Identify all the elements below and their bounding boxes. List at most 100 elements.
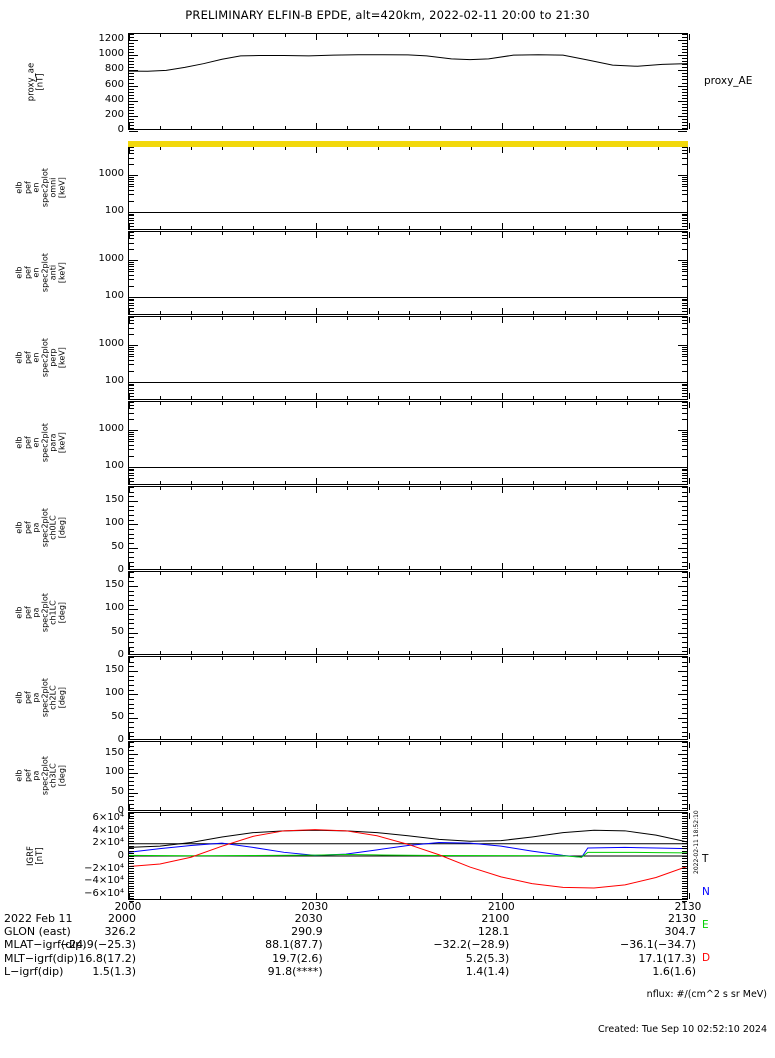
xtick-minor xyxy=(378,226,379,229)
ytick-minor xyxy=(682,328,687,329)
ytick-label: 50 xyxy=(111,540,124,552)
xtick-minor xyxy=(565,566,566,569)
panel-en-omni[interactable] xyxy=(128,146,690,232)
xtick-minor xyxy=(378,34,379,37)
ytick-minor xyxy=(682,481,687,482)
xtick-major xyxy=(502,487,503,493)
ytick-minor xyxy=(129,557,134,558)
ytick-minor xyxy=(682,49,687,50)
xtick-minor xyxy=(471,736,472,739)
xtick-major xyxy=(129,308,130,314)
ytick-minor xyxy=(682,666,687,667)
ytick-minor xyxy=(129,475,134,476)
ytick-minor xyxy=(682,390,687,391)
xtick-major xyxy=(316,147,317,153)
xtick-minor xyxy=(627,126,628,129)
footer-cell: 1.5(1.3) xyxy=(92,964,136,978)
ytick-minor xyxy=(682,680,687,681)
panel-pa-ch3lc[interactable] xyxy=(128,741,690,813)
ytick-minor xyxy=(682,478,687,479)
panel-en-perp[interactable] xyxy=(128,316,690,402)
panel-igrf[interactable] xyxy=(128,812,690,902)
ytick-minor xyxy=(129,808,134,809)
ytick-minor xyxy=(129,125,134,126)
xtick-minor xyxy=(533,813,534,816)
ytick-minor xyxy=(682,371,687,372)
ytick-minor xyxy=(682,158,687,159)
ytick-minor xyxy=(129,184,134,185)
ytick-label: 100 xyxy=(104,766,124,778)
xtick-minor xyxy=(253,487,254,490)
ytick-label: 1000 xyxy=(98,253,124,265)
ytick-minor xyxy=(682,591,687,592)
ytick-minor xyxy=(129,226,134,227)
ytick-minor xyxy=(129,223,134,224)
ytick-minor xyxy=(682,275,687,276)
ytick-minor xyxy=(129,831,134,832)
ytick-minor xyxy=(682,405,687,406)
panel-rule xyxy=(129,297,687,298)
ytick-minor xyxy=(129,886,134,887)
panel-pa-ch0lc[interactable] xyxy=(128,486,690,572)
ytick-minor xyxy=(682,469,687,470)
ytick-minor xyxy=(129,481,134,482)
ytick-minor xyxy=(682,487,687,488)
ytick-label: 2×10⁴ xyxy=(92,837,124,849)
xtick-minor xyxy=(191,311,192,314)
xtick-minor xyxy=(533,232,534,235)
xtick-minor xyxy=(658,572,659,575)
xtick-minor xyxy=(533,651,534,654)
footer-row: MLT−igrf(dip) 16.8(17.2) 19.7(2.6) 5.2(5.3)… xyxy=(0,952,775,965)
panel-pa-ch1lc[interactable] xyxy=(128,571,690,657)
ytick-minor xyxy=(129,150,134,151)
ytick-minor xyxy=(129,676,134,677)
ytick-label: 150 xyxy=(104,579,124,590)
ytick-minor xyxy=(682,841,687,842)
ytick-minor xyxy=(129,201,134,202)
ytick-minor xyxy=(129,354,134,355)
ytick-minor xyxy=(682,566,687,567)
xtick-minor xyxy=(347,226,348,229)
ytick-minor xyxy=(682,223,687,224)
xtick-major xyxy=(129,393,130,399)
panel-en-anti[interactable] xyxy=(128,231,690,317)
ytick-minor xyxy=(682,83,687,84)
xtick-minor xyxy=(658,232,659,235)
xtick-minor xyxy=(565,572,566,575)
ytick-label: −4×10⁴ xyxy=(84,875,124,887)
xtick-minor xyxy=(191,572,192,575)
ytick-minor xyxy=(682,107,687,108)
ytick-minor xyxy=(129,881,134,882)
xtick-minor xyxy=(378,311,379,314)
xtick-minor xyxy=(440,566,441,569)
xtick-major xyxy=(502,563,503,569)
xtick-minor xyxy=(596,566,597,569)
panel-proxy-ae[interactable] xyxy=(128,33,690,132)
xtick-major xyxy=(316,34,317,40)
ytick-minor xyxy=(682,61,687,62)
xtick-minor xyxy=(222,657,223,660)
ytick-column-proxy-ae: 1200 1000 800 600 400 200 0 xyxy=(60,33,124,135)
ytick-minor xyxy=(129,796,134,797)
ytick-minor xyxy=(129,58,134,59)
ytick-minor xyxy=(129,220,134,221)
xtick-minor xyxy=(658,651,659,654)
ytick-minor xyxy=(129,52,134,53)
panel-en-para[interactable] xyxy=(128,401,690,487)
panel-pa-ch2lc[interactable] xyxy=(128,656,690,742)
ytick-minor xyxy=(682,37,687,38)
xtick-minor xyxy=(627,657,628,660)
ytick-minor xyxy=(129,704,134,705)
ytick-minor xyxy=(129,853,134,854)
ytick-minor xyxy=(129,804,134,805)
xtick-major xyxy=(689,478,690,484)
ytick-minor xyxy=(129,873,134,874)
footer-row: 2022 Feb 11 2000 2030 2100 2130 xyxy=(0,912,775,925)
xtick-minor xyxy=(533,317,534,320)
ytick-minor xyxy=(682,808,687,809)
xtick-minor xyxy=(378,317,379,320)
ytick-label: 600 xyxy=(104,78,124,90)
ytick-minor xyxy=(682,600,687,601)
ytick-major xyxy=(129,609,138,610)
xtick-minor xyxy=(627,396,628,399)
